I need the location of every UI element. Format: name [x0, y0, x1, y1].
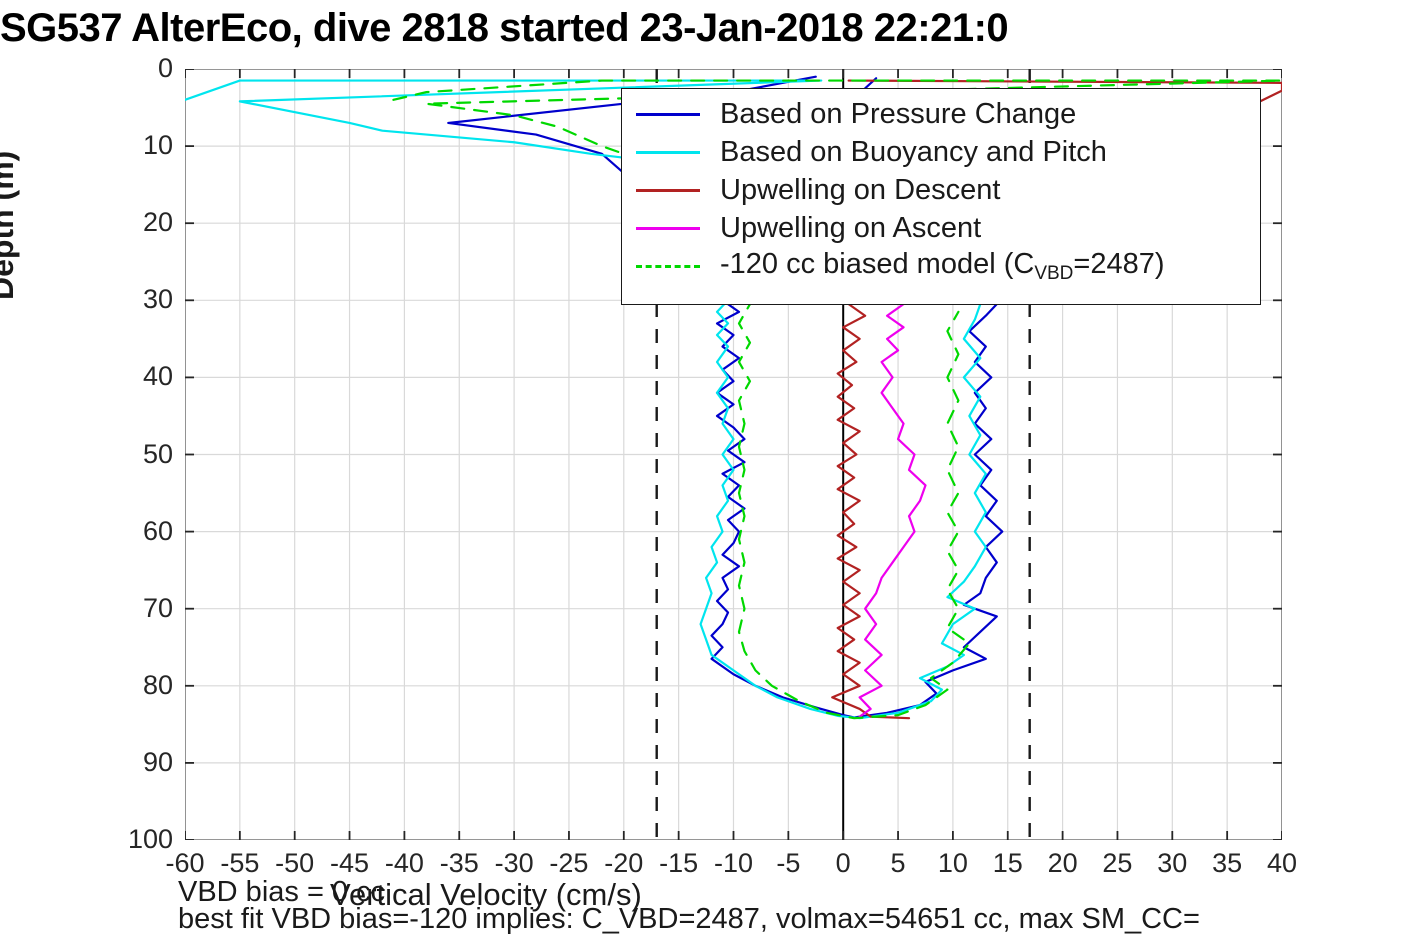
x-tick-label: 20 — [1047, 848, 1078, 878]
x-tick-label: 25 — [1102, 848, 1133, 878]
legend-item-label: Based on Pressure Change — [720, 97, 1077, 130]
legend-item-2[interactable]: Upwelling on Descent — [622, 171, 1260, 209]
legend-item-label: Upwelling on Descent — [720, 173, 1001, 206]
series-line-4 — [392, 79, 1282, 720]
legend-box: Based on Pressure Change Based on Buoyanc… — [621, 88, 1261, 305]
x-tick-label: -35 — [439, 848, 479, 878]
x-tick-label: -25 — [549, 848, 589, 878]
y-tick-label: 70 — [142, 592, 173, 623]
vbd-bias-note: VBD bias = 0 cc — [178, 876, 386, 908]
x-tick-label: -45 — [330, 848, 370, 878]
x-tick-label: -55 — [220, 848, 260, 878]
x-tick-label: -40 — [384, 848, 424, 878]
legend-color-swatch — [636, 264, 700, 268]
x-tick-label: 10 — [937, 848, 968, 878]
legend-item-label: Based on Buoyancy and Pitch — [720, 135, 1107, 168]
legend-item-0[interactable]: Based on Pressure Change — [622, 95, 1260, 133]
x-tick-label: 0 — [835, 848, 851, 878]
y-tick-label: 20 — [142, 207, 173, 238]
x-tick-label: -15 — [659, 848, 699, 878]
x-axis-label: Vertical Velocity (cm/s) — [330, 877, 642, 912]
legend-item-1[interactable]: Based on Buoyancy and Pitch — [622, 133, 1260, 171]
y-tick-label: 50 — [142, 438, 173, 469]
legend-color-swatch — [636, 112, 700, 116]
x-tick-label: 35 — [1212, 848, 1243, 878]
tick-marks — [185, 69, 1282, 840]
legend-color-swatch — [636, 226, 700, 230]
y-tick-label: 80 — [142, 669, 173, 700]
x-tick-label: -10 — [713, 848, 754, 878]
series-line-0 — [447, 75, 1004, 719]
legend-item-label: -120 cc biased model (CVBD=2487) — [720, 247, 1165, 284]
legend-color-swatch — [636, 188, 700, 192]
best-fit-note: best fit VBD bias=-120 implies: C_VBD=24… — [178, 903, 1200, 935]
legend-item-4[interactable]: -120 cc biased model (CVBD=2487) — [622, 247, 1260, 285]
y-tick-label: 90 — [142, 746, 173, 777]
legend-item-label: Upwelling on Ascent — [720, 211, 982, 244]
legend-subscript: VBD — [1034, 262, 1074, 284]
y-tick-label: 0 — [157, 53, 173, 83]
series-line-3 — [858, 303, 927, 718]
series-line-2 — [831, 79, 1282, 720]
x-tick-label: 5 — [890, 848, 906, 878]
legend-color-swatch — [636, 150, 700, 154]
y-tick-label: 100 — [127, 824, 173, 854]
series-line-1 — [185, 79, 987, 720]
y-tick-label: 40 — [142, 361, 173, 392]
legend-item-3[interactable]: Upwelling on Ascent — [622, 209, 1260, 247]
x-tick-label: -50 — [275, 848, 315, 878]
x-tick-label: -30 — [494, 848, 534, 878]
x-tick-label: 15 — [992, 848, 1023, 878]
x-tick-label: -5 — [776, 848, 801, 878]
x-tick-label: 30 — [1157, 848, 1188, 878]
x-tick-label: -60 — [165, 848, 205, 878]
y-tick-label: 10 — [142, 130, 173, 161]
y-axis-label: Depth (m) — [0, 150, 20, 300]
page-title: SG537 AlterEco, dive 2818 started 23-Jan… — [0, 6, 1009, 50]
y-tick-label: 60 — [142, 515, 173, 546]
x-tick-label: 40 — [1266, 848, 1298, 878]
x-tick-label: -20 — [604, 848, 644, 878]
y-tick-label: 30 — [142, 284, 173, 315]
